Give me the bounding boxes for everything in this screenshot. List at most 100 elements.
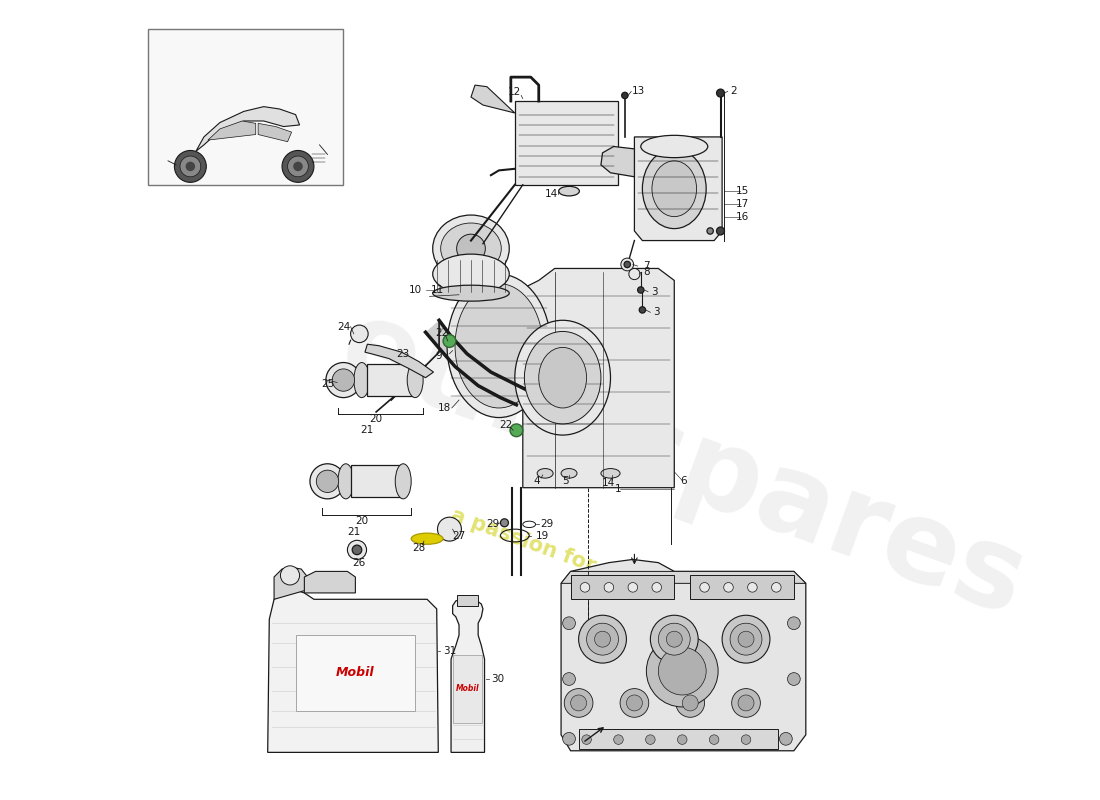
Text: 16: 16 [736,212,749,222]
Circle shape [175,150,207,182]
Polygon shape [365,344,433,378]
Polygon shape [522,269,674,488]
Text: 1: 1 [615,484,622,494]
Circle shape [563,733,575,745]
Circle shape [317,470,339,493]
Circle shape [678,735,688,744]
Polygon shape [471,85,515,113]
Polygon shape [168,106,328,169]
Circle shape [741,735,751,744]
Text: 4: 4 [534,476,540,486]
Circle shape [628,582,638,592]
Bar [296,635,415,711]
Ellipse shape [641,135,707,158]
Bar [515,101,618,185]
Circle shape [571,695,586,711]
Text: 12: 12 [508,87,521,98]
Text: 29: 29 [486,519,499,530]
Circle shape [707,228,713,234]
Text: 27: 27 [452,530,465,541]
Circle shape [738,695,754,711]
Text: 2: 2 [730,86,737,96]
Circle shape [650,615,699,663]
Text: 21: 21 [360,426,373,435]
Polygon shape [561,559,806,750]
Circle shape [639,306,646,313]
Circle shape [595,631,610,647]
Text: 8: 8 [644,267,650,278]
Ellipse shape [455,284,542,408]
Ellipse shape [561,469,578,478]
Text: 30: 30 [491,674,504,684]
Text: 11: 11 [431,285,444,295]
Ellipse shape [539,347,586,408]
Ellipse shape [395,464,411,499]
Circle shape [563,673,575,686]
Ellipse shape [601,469,620,478]
Circle shape [621,92,628,98]
Circle shape [586,623,618,655]
Text: 10: 10 [408,285,421,295]
Ellipse shape [652,161,696,217]
Circle shape [614,735,624,744]
Circle shape [716,227,725,235]
Text: 26: 26 [353,558,366,569]
Circle shape [658,623,690,655]
Text: 17: 17 [736,199,749,209]
Text: 28: 28 [412,543,426,554]
Text: a passion for parts since 1985: a passion for parts since 1985 [448,505,789,646]
Ellipse shape [515,320,611,435]
Circle shape [280,566,299,585]
Circle shape [682,695,698,711]
Text: 7: 7 [644,261,650,271]
Ellipse shape [537,469,553,478]
Circle shape [580,582,590,592]
Circle shape [579,615,626,663]
Polygon shape [451,598,484,752]
Text: 5: 5 [562,476,569,486]
Text: 29: 29 [540,519,553,530]
Circle shape [675,689,705,718]
Circle shape [738,631,754,647]
Circle shape [638,286,644,293]
Circle shape [748,582,757,592]
Polygon shape [561,571,806,583]
Ellipse shape [642,149,706,229]
Circle shape [332,369,354,391]
Circle shape [730,623,762,655]
Circle shape [294,162,302,171]
Text: Mobil: Mobil [337,666,375,679]
Text: 25: 25 [321,379,334,389]
Circle shape [629,269,640,280]
Circle shape [510,424,522,437]
Ellipse shape [432,215,509,282]
Ellipse shape [559,186,580,196]
Bar [579,730,778,749]
Ellipse shape [441,223,502,274]
Text: 14: 14 [544,190,558,199]
Polygon shape [426,320,531,405]
Circle shape [180,156,200,177]
Text: 21: 21 [348,527,361,538]
Circle shape [620,689,649,718]
Text: eurospares: eurospares [324,289,1040,639]
Circle shape [612,733,625,745]
Bar [458,594,478,606]
Circle shape [186,162,195,171]
Text: 22: 22 [434,328,448,338]
Ellipse shape [338,464,354,499]
Circle shape [724,733,737,745]
Bar [367,364,415,396]
Circle shape [732,689,760,718]
Circle shape [667,631,682,647]
Text: 23: 23 [397,349,410,358]
Polygon shape [267,590,438,752]
Circle shape [626,695,642,711]
Circle shape [500,518,508,526]
Text: 22: 22 [499,420,513,430]
Circle shape [620,258,634,271]
Text: 31: 31 [443,646,456,656]
Polygon shape [635,137,722,241]
Circle shape [780,733,792,745]
Bar [148,30,343,185]
